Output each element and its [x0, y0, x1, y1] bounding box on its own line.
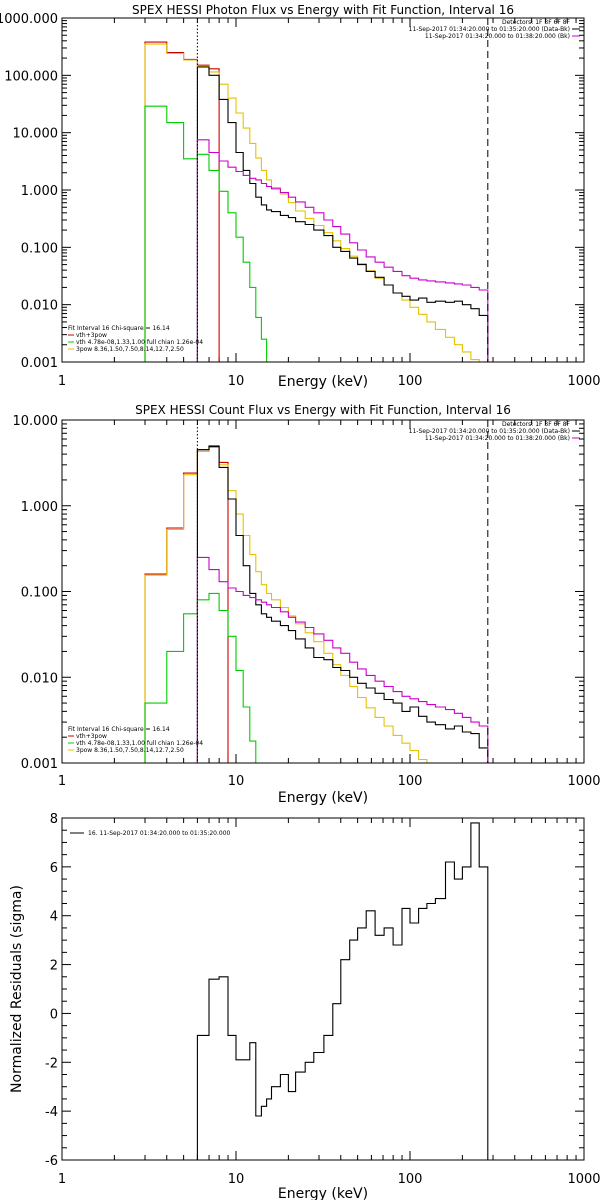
x-tick-label: 1	[58, 374, 66, 389]
y-tick-label: 0.001	[21, 356, 58, 371]
x-axis-label: Energy (keV)	[278, 1186, 368, 1200]
y-tick-label: -6	[45, 1154, 58, 1169]
y-tick-label: 10.000	[13, 127, 59, 142]
series-line-4	[196, 446, 489, 763]
plot-area	[144, 445, 489, 763]
y-tick-label: -2	[45, 1056, 58, 1071]
plot-frame	[61, 419, 585, 764]
y-tick-label: 1000.000	[0, 12, 58, 27]
series-line-2	[144, 446, 436, 763]
x-tick-label: 100	[398, 374, 423, 389]
chart-1: SPEX HESSI Photon Flux vs Energy with Fi…	[0, 3, 600, 390]
legend-bottom-left-entry: 3pow 8.36,1.50,7.50,8.14,12.7,2.50	[76, 346, 184, 353]
y-tick-label: 6	[50, 861, 58, 876]
x-axis-label: Energy (keV)	[278, 790, 368, 806]
legend-bottom-left-entry: vth 4.78e-08,1.33,1.00 full chian 1.26e-…	[76, 339, 203, 346]
legend-top-right-entry: 11-Sep-2017 01:34:20.000 to 01:35:20.000…	[409, 26, 570, 33]
chart-title: SPEX HESSI Photon Flux vs Energy with Fi…	[132, 3, 514, 17]
x-tick-label: 1000	[567, 774, 600, 789]
legend-top-right-entry: 11-Sep-2017 01:34:20.000 to 01:38:20.000…	[425, 33, 570, 40]
y-tick-label: -4	[45, 1105, 58, 1120]
series-line-1	[144, 445, 229, 763]
x-tick-label: 10	[228, 374, 245, 389]
plot-area	[144, 41, 489, 362]
x-tick-label: 100	[398, 1172, 423, 1187]
x-tick-label: 10	[228, 774, 245, 789]
chart-3: 1 10 100 1000 8 6 4 2 0 -2 -4 -6 Energy (keV) Normali…	[9, 812, 600, 1200]
chart-2: SPEX HESSI Count Flux vs Energy with Fit…	[13, 403, 600, 806]
legend-top-right-entry: 11-Sep-2017 01:34:20.000 to 01:35:20.000…	[409, 428, 570, 435]
legend-bottom-left-entry: vth+3pow	[76, 733, 107, 740]
y-tick-label: 1.000	[21, 500, 58, 515]
series-line-1	[196, 822, 489, 1160]
y-tick-label: 0.001	[21, 757, 58, 772]
x-tick-label: 100	[398, 774, 423, 789]
y-tick-label: 2	[50, 959, 58, 974]
x-tick-label: 1	[58, 1172, 66, 1187]
series-line-2	[144, 43, 488, 362]
x-tick-label: 1000	[567, 1172, 600, 1187]
plot-frame	[61, 817, 585, 1161]
legend-bottom-left-entry: vth+3pow	[76, 332, 107, 339]
y-tick-label: 4	[50, 910, 58, 925]
legend-bottom-left-entry: vth 4.78e-08,1.33,1.00 full chian 1.26e-…	[76, 740, 203, 747]
series-line-3	[144, 105, 268, 362]
y-tick-label: 8	[50, 812, 58, 827]
legend-top-left-entry: 16. 11-Sep-2017 01:34:20.000 to 01:35:20…	[88, 830, 231, 837]
y-tick-label: 0	[50, 1007, 58, 1022]
y-tick-label: 0.100	[21, 586, 58, 601]
y-tick-label: 0.010	[21, 299, 58, 314]
y-tick-label: 100.000	[4, 69, 58, 84]
x-tick-label: 1000	[567, 374, 600, 389]
y-tick-label: 1.000	[21, 184, 58, 199]
series-line-5	[196, 139, 489, 362]
y-tick-label: 0.010	[21, 671, 58, 686]
y-tick-label: 10.000	[13, 414, 59, 429]
series-line-5	[196, 556, 489, 763]
legend-bottom-left-entry: 3pow 8.36,1.50,7.50,8.14,12.7,2.50	[76, 747, 184, 754]
x-tick-label: 1	[58, 774, 66, 789]
plot-frame	[61, 17, 585, 363]
legend-top-right-entry: Detectors: 1F 3F 6F 8F	[502, 19, 571, 26]
y-axis-label: Normalized Residuals (sigma)	[9, 885, 25, 1093]
legend-bottom-left-entry: Fit Interval 16 Chi-square = 16.14	[68, 325, 170, 332]
y-tick-label: 0.100	[21, 241, 58, 256]
series-line-4	[196, 66, 489, 362]
legend-top-right-entry: 11-Sep-2017 01:34:20.000 to 01:38:20.000…	[425, 435, 570, 442]
plot-area	[196, 822, 489, 1160]
x-tick-label: 10	[228, 1172, 245, 1187]
legend-bottom-left-entry: Fit Interval 16 Chi-square = 16.14	[68, 726, 170, 733]
series-line-1	[144, 41, 220, 362]
legend-top-right-entry: Detectors: 1F 3F 6F 8F	[502, 421, 571, 428]
chart-title: SPEX HESSI Count Flux vs Energy with Fit…	[135, 403, 511, 417]
x-axis-label: Energy (keV)	[278, 374, 368, 390]
series-line-3	[144, 592, 262, 763]
